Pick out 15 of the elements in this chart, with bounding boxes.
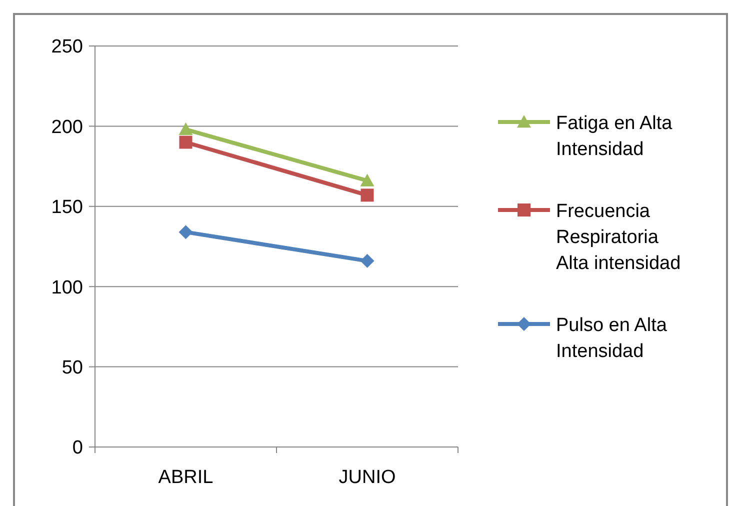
- point: [179, 136, 192, 149]
- point: [360, 254, 374, 268]
- y-tick-label: 200: [51, 116, 83, 138]
- point: [178, 225, 193, 240]
- x-tick-label: JUNIO: [338, 467, 396, 488]
- x-tick-label: ABRIL: [158, 467, 214, 488]
- legend-label: Pulso en Alta Intensidad: [556, 315, 668, 362]
- y-tick-label: 50: [62, 357, 83, 378]
- legend-label: Frecuencia Respiratoria Alta intensidad: [556, 201, 681, 274]
- point: [360, 188, 374, 202]
- y-tick-label: 150: [51, 197, 83, 218]
- y-tick-label: 250: [51, 36, 83, 58]
- y-tick-label: 100: [51, 277, 83, 298]
- y-tick-label: 0: [72, 438, 83, 459]
- legend-label: Fatiga en Alta Intensidad: [556, 113, 673, 160]
